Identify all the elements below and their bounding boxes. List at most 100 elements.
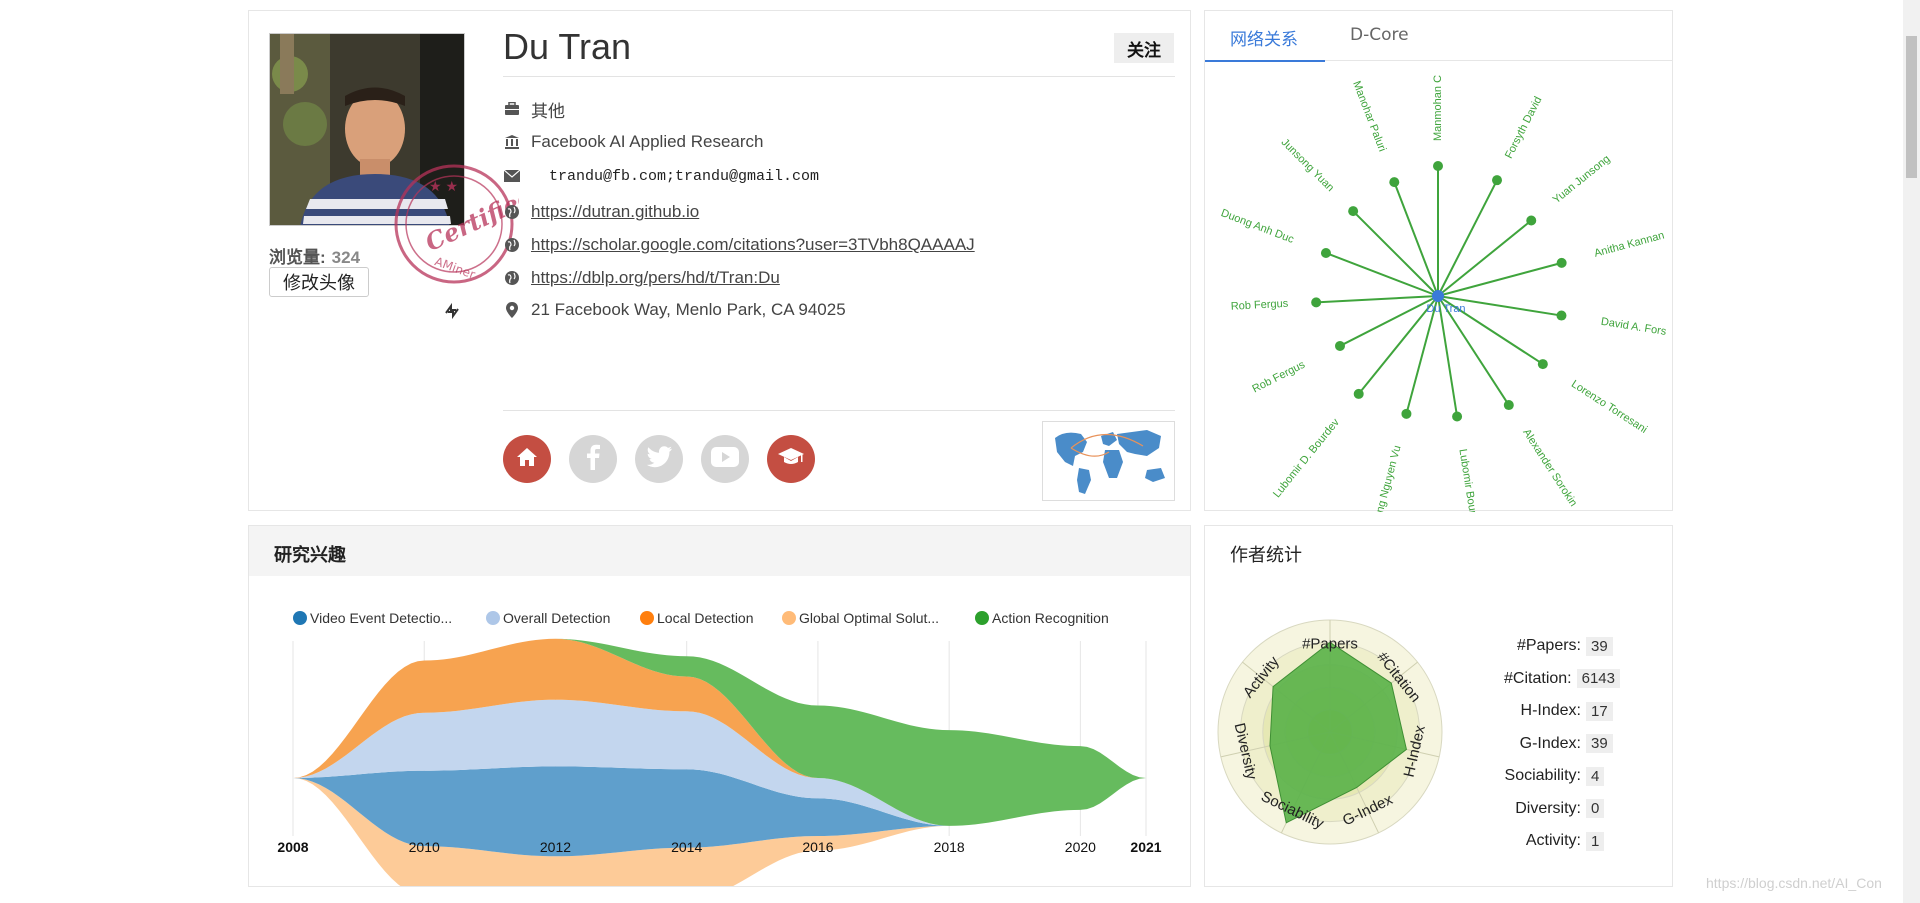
network-edge: [1316, 295, 1439, 304]
edit-avatar-button[interactable]: 修改头像: [269, 267, 369, 297]
network-node[interactable]: [1526, 215, 1537, 226]
network-node[interactable]: [1320, 247, 1331, 258]
facebook-button[interactable]: [569, 435, 617, 483]
network-node-label: Forsyth David: [1503, 95, 1544, 161]
home-button[interactable]: [503, 435, 551, 483]
network-node-label: Junsong Yuan: [1279, 136, 1337, 194]
network-center-node[interactable]: [1432, 290, 1444, 302]
stream-layer-global-optimal-solut[interactable]: [293, 778, 1146, 886]
network-node-label: Manmohan C: [1432, 75, 1444, 141]
stream-layer-overall-detection[interactable]: [293, 699, 1146, 826]
stat-label: Activity:: [1525, 832, 1581, 849]
stat-label: Diversity:: [1515, 799, 1581, 817]
legend-item[interactable]: Local Detection: [640, 610, 754, 626]
views-count: 324: [331, 248, 361, 267]
legend-item[interactable]: Overall Detection: [486, 610, 610, 626]
email-text: trandu@fb.com;trandu@gmail.com: [549, 167, 820, 185]
legend-item[interactable]: Action Recognition: [975, 610, 1109, 626]
legend-swatch: [975, 611, 989, 625]
network-edge: [1339, 295, 1439, 347]
stream-layer-video-event-detectio[interactable]: [293, 766, 1146, 857]
network-node-label: Lubomir D. Bourdev: [1271, 416, 1342, 500]
network-edge: [1437, 261, 1562, 297]
legend-label: Local Detection: [657, 610, 754, 626]
network-node[interactable]: [1348, 206, 1359, 217]
stat-value: 0: [1586, 799, 1605, 818]
stat-value: 6143: [1576, 669, 1620, 688]
stat-row: Diversity: 0: [1460, 799, 1620, 819]
dblp-link[interactable]: https://dblp.org/pers/hd/t/Tran:Du: [531, 268, 780, 287]
author-radar-chart: #Papers#CitationH-IndexG-IndexSociabilit…: [1217, 619, 1443, 845]
legend-item[interactable]: Video Event Detectio...: [293, 610, 452, 626]
homepage-link[interactable]: https://dutran.github.io: [531, 202, 700, 221]
svg-text:AMiner: AMiner: [433, 254, 477, 281]
globe-icon: [503, 204, 521, 220]
scholar-row: https://scholar.google.com/citations?use…: [503, 234, 975, 256]
divider: [503, 76, 1175, 77]
position-text: 其他: [531, 101, 565, 121]
youtube-button[interactable]: [701, 435, 749, 483]
stream-layer-local-detection[interactable]: [293, 638, 1146, 826]
network-node[interactable]: [1334, 340, 1345, 351]
network-node[interactable]: [1556, 310, 1567, 321]
x-tick-label: 2016: [802, 839, 833, 855]
stat-row: Activity: 1: [1460, 831, 1620, 851]
scrollbar-thumb[interactable]: [1906, 36, 1917, 178]
network-node-label: Alexander Sorokin: [1520, 427, 1579, 509]
network-node-label: David A. Fors: [1600, 316, 1668, 338]
network-node-label: Yuan Junsong: [1551, 153, 1613, 206]
legend-item[interactable]: Global Optimal Solut...: [782, 610, 939, 626]
x-tick-label: 2008: [277, 839, 308, 855]
svg-text:★ ★: ★ ★: [429, 178, 458, 194]
interest-streamgraph[interactable]: 2008 2010 2012 2014 2016 2018 2020 2021: [249, 576, 1190, 886]
network-node[interactable]: [1311, 297, 1322, 308]
network-node[interactable]: [1353, 388, 1364, 399]
stat-value: 4: [1586, 766, 1605, 786]
network-node[interactable]: [1433, 161, 1443, 171]
network-edge: [1325, 252, 1439, 297]
views-counter: 浏览量: 324: [269, 243, 360, 268]
certified-stamp: Certified AMiner ★ ★: [389, 159, 539, 294]
legend-swatch: [782, 611, 796, 625]
network-node[interactable]: [1492, 175, 1503, 186]
sync-icon[interactable]: [442, 301, 462, 326]
network-node[interactable]: [1401, 408, 1412, 419]
twitter-button[interactable]: [635, 435, 683, 483]
avatar[interactable]: [269, 33, 465, 226]
affiliation-text: Facebook AI Applied Research: [531, 132, 764, 151]
profile-panel: Certified AMiner ★ ★ 浏览量: 324 修改头像 Du Tra…: [248, 10, 1191, 511]
stats-title: 作者统计: [1230, 545, 1302, 566]
network-edge: [1437, 295, 1544, 365]
profile-name: Du Tran: [503, 26, 632, 67]
network-panel: 网络关系 D-Core Manmohan C Forsyth David Yuan …: [1204, 10, 1674, 512]
stat-row: G-Index: 39: [1460, 734, 1620, 754]
stream-layer-action-recognition[interactable]: [293, 638, 1146, 826]
stat-value: 17: [1586, 701, 1613, 721]
network-edge: [1393, 181, 1439, 297]
envelope-icon: [503, 170, 521, 182]
legend-label: Overall Detection: [503, 610, 611, 626]
network-node[interactable]: [1452, 411, 1463, 422]
scholar-button[interactable]: [767, 435, 815, 483]
network-node[interactable]: [1389, 177, 1400, 188]
radar-area: [1269, 641, 1407, 824]
active-tab-indicator: [1205, 60, 1325, 62]
scholar-link[interactable]: https://scholar.google.com/citations?use…: [531, 235, 975, 254]
world-map-thumbnail[interactable]: [1042, 421, 1175, 501]
follow-button[interactable]: 关注: [1114, 33, 1174, 63]
x-tick-label: 2010: [409, 839, 440, 855]
tab-dcore[interactable]: D-Core: [1350, 25, 1409, 45]
network-node[interactable]: [1556, 257, 1567, 268]
legend-label: Video Event Detectio...: [310, 610, 453, 626]
x-tick-label: 2012: [540, 839, 571, 855]
network-node[interactable]: [1503, 400, 1514, 411]
youtube-icon: [711, 446, 739, 472]
tab-network[interactable]: 网络关系: [1230, 30, 1298, 50]
vertical-scrollbar[interactable]: [1903, 0, 1920, 903]
network-node[interactable]: [1537, 359, 1548, 370]
map-pin-icon: [503, 302, 521, 318]
homepage-row: https://dutran.github.io: [503, 201, 699, 223]
network-edge: [1437, 179, 1498, 297]
watermark: https://blog.csdn.net/AI_Con: [1706, 875, 1882, 891]
